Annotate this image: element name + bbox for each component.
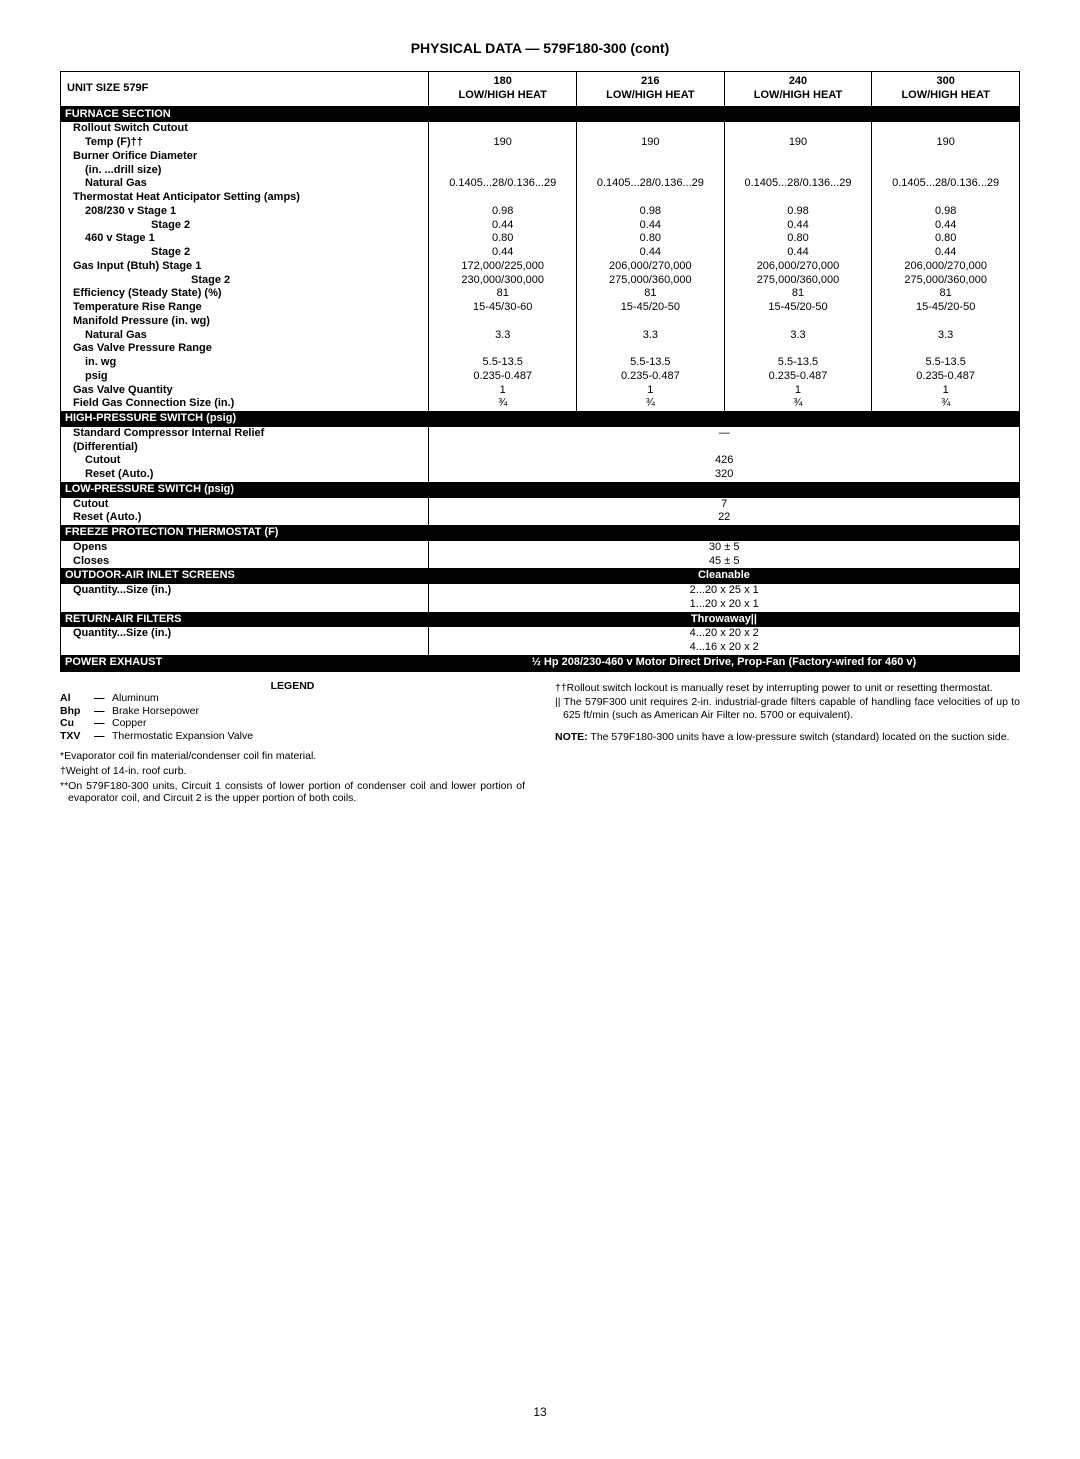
- row-label: [61, 598, 429, 612]
- row-label: [61, 641, 429, 655]
- row-label: Temperature Rise Range: [61, 301, 429, 315]
- section-header: FURNACE SECTION: [61, 106, 1020, 122]
- row-label: Standard Compressor Internal Relief: [61, 427, 429, 441]
- footnote: **On 579F180-300 units, Circuit 1 consis…: [60, 780, 525, 805]
- row-label: 208/230 v Stage 1: [61, 205, 429, 219]
- row-label: Gas Input (Btuh) Stage 1: [61, 260, 429, 274]
- row-label: Stage 2: [61, 246, 429, 260]
- legend-item: Bhp—Brake Horsepower: [60, 705, 525, 718]
- row-label: Natural Gas: [61, 329, 429, 343]
- footnote: †Weight of 14-in. roof curb.: [60, 765, 525, 778]
- row-label: Cutout: [61, 454, 429, 468]
- row-label: Thermostat Heat Anticipator Setting (amp…: [61, 191, 429, 205]
- row-label: Manifold Pressure (in. wg): [61, 315, 429, 329]
- row-label: Quantity...Size (in.): [61, 584, 429, 598]
- row-label: Natural Gas: [61, 177, 429, 191]
- row-label: Field Gas Connection Size (in.): [61, 397, 429, 411]
- page-number: 13: [60, 1405, 1020, 1419]
- row-label: Quantity...Size (in.): [61, 627, 429, 641]
- row-label: 460 v Stage 1: [61, 232, 429, 246]
- row-label: Stage 2: [61, 219, 429, 233]
- row-label: Efficiency (Steady State) (%): [61, 287, 429, 301]
- footnote: ††Rollout switch lockout is manually res…: [555, 682, 1020, 695]
- section-header: HIGH-PRESSURE SWITCH (psig): [61, 411, 1020, 427]
- legend-title: LEGEND: [60, 680, 525, 693]
- legend-item: TXV—Thermostatic Expansion Valve: [60, 730, 525, 743]
- footnote: *Evaporator coil fin material/condenser …: [60, 750, 525, 763]
- row-label: (Differential): [61, 441, 429, 455]
- legend-item: Al—Aluminum: [60, 692, 525, 705]
- section-header: FREEZE PROTECTION THERMOSTAT (F): [61, 525, 1020, 541]
- legend-item: Cu—Copper: [60, 717, 525, 730]
- row-label: in. wg: [61, 356, 429, 370]
- physical-data-table: UNIT SIZE 579F180LOW/HIGH HEAT216LOW/HIG…: [60, 71, 1020, 672]
- row-label: Gas Valve Quantity: [61, 384, 429, 398]
- page-title: PHYSICAL DATA — 579F180-300 (cont): [60, 40, 1020, 56]
- section-header: POWER EXHAUST: [61, 655, 429, 671]
- row-label: Closes: [61, 555, 429, 569]
- row-label: Burner Orifice Diameter: [61, 150, 429, 164]
- row-label: Reset (Auto.): [61, 511, 429, 525]
- row-label: Reset (Auto.): [61, 468, 429, 482]
- row-label: Rollout Switch Cutout: [61, 122, 429, 136]
- footnote: || The 579F300 unit requires 2-in. indus…: [555, 696, 1020, 721]
- row-label: Cutout: [61, 498, 429, 512]
- row-label: Opens: [61, 541, 429, 555]
- row-label: (in. ...drill size): [61, 164, 429, 178]
- row-label: psig: [61, 370, 429, 384]
- section-header: RETURN-AIR FILTERS: [61, 612, 429, 628]
- row-label: Gas Valve Pressure Range: [61, 342, 429, 356]
- section-header: LOW-PRESSURE SWITCH (psig): [61, 482, 1020, 498]
- row-label: Stage 2: [61, 274, 429, 288]
- row-label: Temp (F)††: [61, 136, 429, 150]
- section-header: OUTDOOR-AIR INLET SCREENS: [61, 568, 429, 584]
- note: NOTE: The 579F180-300 units have a low-p…: [555, 731, 1020, 744]
- notes-section: LEGENDAl—AluminumBhp—Brake HorsepowerCu—…: [60, 680, 1020, 805]
